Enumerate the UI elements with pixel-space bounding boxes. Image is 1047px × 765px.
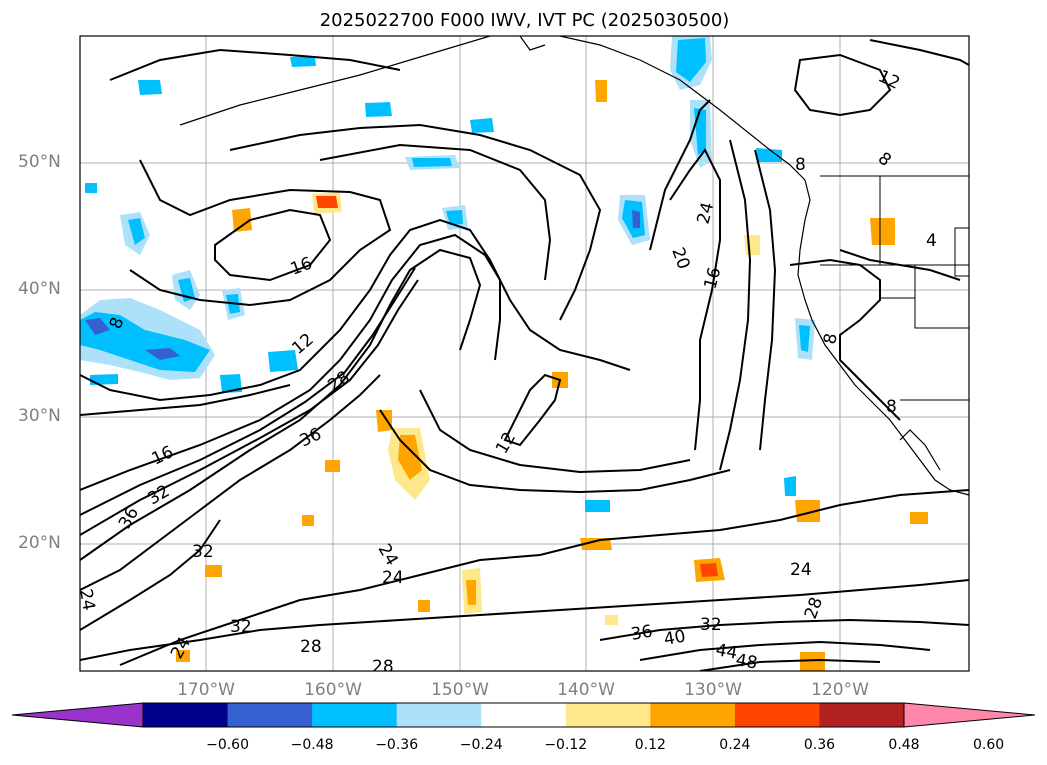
contour-label: 24	[382, 568, 404, 588]
contour-label: 36	[629, 621, 654, 644]
colorbar-segment	[396, 703, 482, 727]
lon-label: 140°W	[557, 680, 615, 700]
colorbar-tick-label: −0.24	[459, 737, 503, 753]
lon-label: 150°W	[431, 680, 489, 700]
colorbar-tick-label: −0.60	[206, 737, 249, 753]
lat-label: 20°N	[18, 533, 61, 553]
contour-label: 44	[714, 640, 739, 663]
contour-label: 28	[300, 637, 322, 657]
contour-label: 8	[795, 155, 806, 175]
colorbar-segment	[734, 703, 820, 727]
colorbar	[11, 702, 1036, 728]
contour-label: 8	[886, 397, 897, 417]
colorbar-tick-label: −0.36	[375, 737, 419, 753]
map-panel: 12 16 8 12 20 24 12 16 28 36 32 36 32 24…	[75, 35, 970, 677]
colorbar-tick-label: 0.36	[803, 737, 836, 753]
iwv-contours	[80, 39, 969, 671]
colorbar-segment	[312, 703, 398, 727]
colorbar-tick-label: 0.12	[634, 737, 666, 753]
colorbar-segment	[227, 703, 313, 727]
colorbar-segment	[565, 703, 651, 727]
political-borders	[820, 175, 969, 401]
contour-label: 4	[926, 231, 937, 251]
colorbar-segment	[650, 703, 736, 727]
contour-label: 32	[700, 615, 722, 635]
contour-label: 8	[820, 332, 842, 346]
map-background	[80, 36, 969, 671]
lon-label: 120°W	[811, 680, 869, 700]
lat-label: 50°N	[18, 152, 61, 172]
contour-label: 32	[192, 542, 214, 562]
contour-label: 28	[372, 657, 394, 677]
lon-label: 160°W	[304, 680, 362, 700]
figure-title: 2025022700 F000 IWV, IVT PC (2025030500)	[319, 10, 730, 31]
colorbar-tick-label: −0.48	[290, 737, 334, 753]
lat-label: 30°N	[18, 406, 61, 426]
contour-label: 24	[75, 587, 98, 612]
colorbar-extension-max	[904, 703, 1035, 727]
coastline	[179, 36, 969, 496]
colorbar-tick-label: 0.48	[888, 737, 920, 753]
contour-label: 32	[230, 617, 252, 637]
contour-label: 24	[790, 560, 812, 580]
contour-label: 40	[662, 626, 687, 649]
lat-label: 40°N	[18, 279, 61, 299]
positive-anomaly-fills	[176, 80, 928, 671]
colorbar-segment	[819, 703, 905, 727]
lon-label: 170°W	[177, 680, 235, 700]
colorbar-tick-label: 0.24	[719, 737, 751, 753]
colorbar-extension-min	[12, 703, 143, 727]
map-frame	[79, 35, 970, 672]
colorbar-tick-label: 0.60	[972, 737, 1005, 753]
contour-label: 48	[734, 650, 759, 673]
colorbar-segment	[143, 703, 229, 727]
colorbar-segment	[481, 703, 567, 727]
lon-label: 130°W	[684, 680, 742, 700]
colorbar-tick-label: −0.12	[544, 737, 588, 753]
